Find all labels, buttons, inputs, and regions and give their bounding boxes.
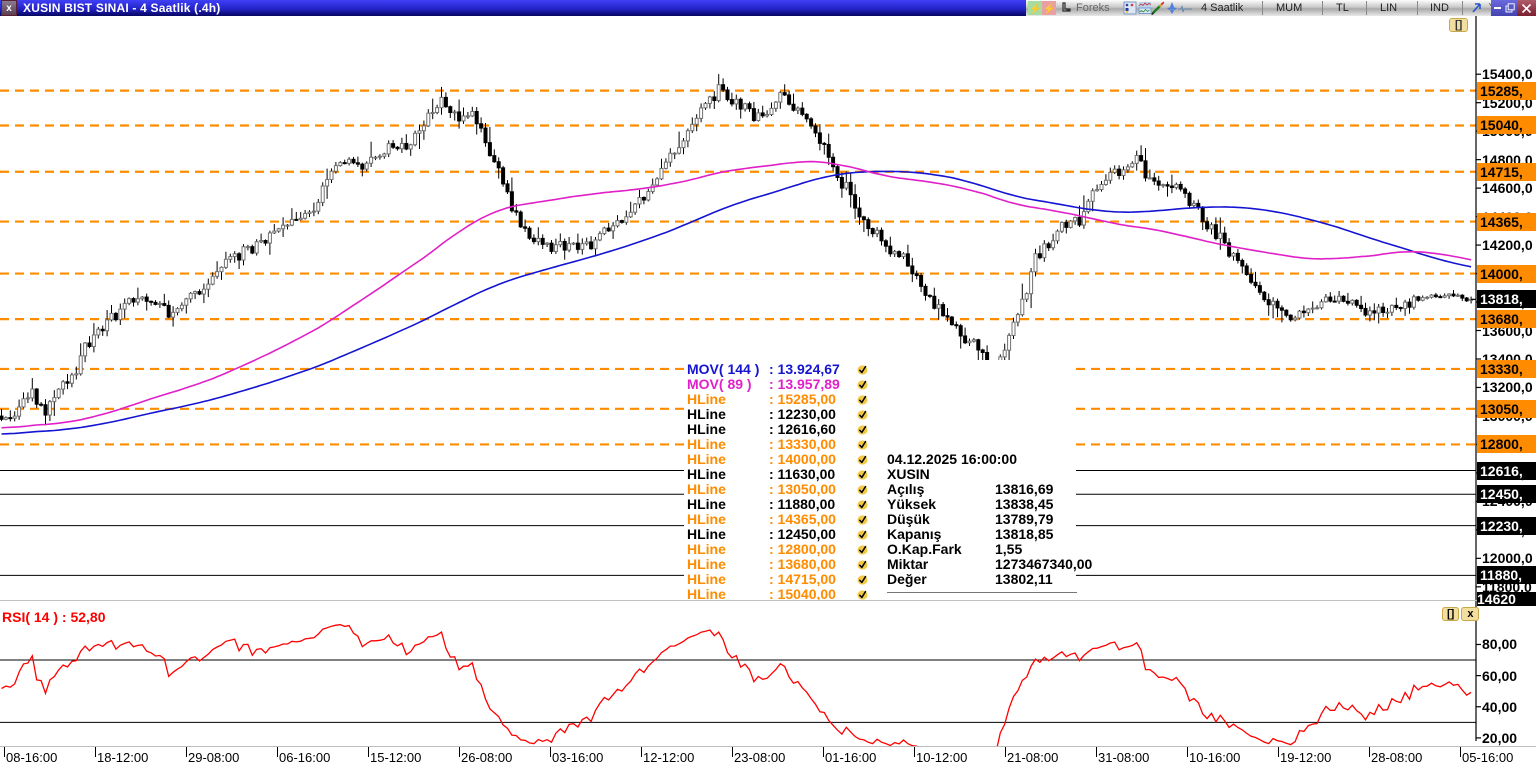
svg-text:⚡: ⚡ [1043,2,1055,15]
svg-text:⚡: ⚡ [1029,2,1041,15]
